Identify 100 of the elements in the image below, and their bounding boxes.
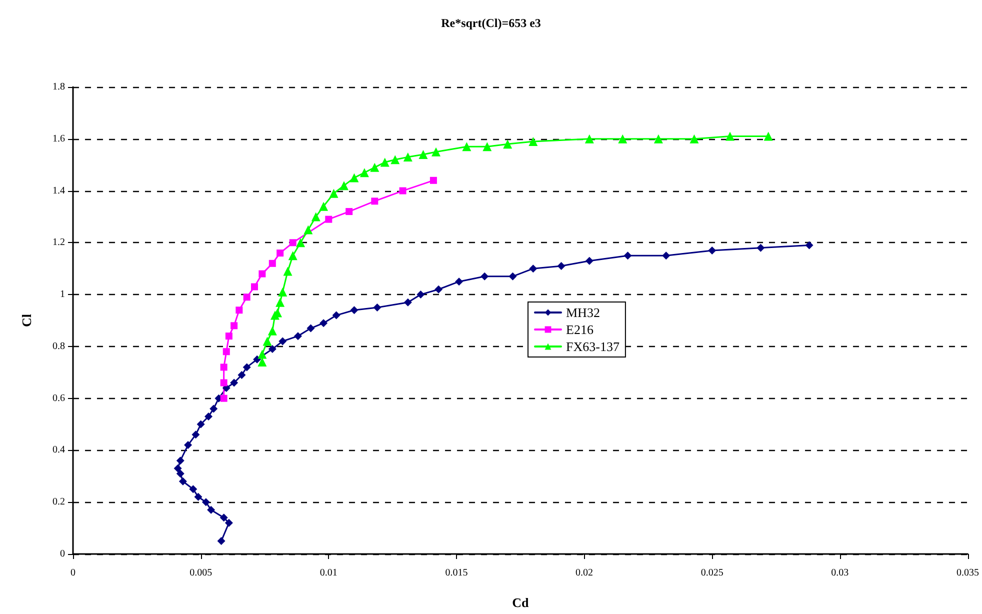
point [196, 420, 205, 428]
point [329, 188, 338, 198]
point [268, 345, 276, 354]
x-tick-label: 0 [70, 568, 76, 578]
point [380, 158, 390, 167]
y-tick-label: 1.4 [52, 185, 65, 196]
point [230, 378, 238, 387]
y-tick-label: 0.4 [52, 444, 65, 456]
chart-title: Re*sqrt(Cl)=653 e3 [441, 16, 541, 30]
point [350, 173, 359, 182]
point [288, 251, 298, 260]
point [708, 246, 716, 254]
point [432, 147, 441, 156]
point [416, 290, 425, 299]
point [258, 358, 267, 367]
x-tick-label: 0.025 [700, 568, 724, 578]
point [189, 485, 198, 494]
legend-label: E216 [566, 322, 594, 337]
point [360, 168, 369, 178]
point [585, 256, 594, 265]
x-tick-label: 0.035 [956, 568, 979, 578]
point [276, 298, 285, 307]
point [434, 285, 443, 294]
point [662, 252, 670, 260]
point [220, 394, 228, 402]
legend-label: MH32 [566, 305, 600, 320]
y-tick-label: 1.8 [52, 82, 65, 92]
point [220, 514, 228, 522]
point [262, 336, 272, 346]
x-tick-label: 0.03 [831, 568, 849, 578]
point [455, 278, 464, 286]
point [278, 337, 287, 346]
point [325, 216, 332, 223]
point [508, 272, 517, 280]
point [528, 136, 538, 146]
point [350, 306, 358, 314]
point [805, 241, 814, 250]
point [192, 430, 200, 439]
point [756, 244, 765, 252]
point [371, 198, 378, 205]
y-tick-label: 0.8 [52, 340, 65, 352]
point [557, 262, 566, 270]
point [430, 176, 437, 184]
point [654, 134, 663, 144]
point [690, 134, 699, 144]
point [529, 264, 538, 273]
point [332, 311, 340, 320]
point [618, 134, 628, 144]
point [194, 492, 202, 501]
point [258, 350, 267, 359]
y-tick-label: 0.2 [52, 496, 65, 508]
point [764, 132, 773, 141]
point [176, 470, 184, 478]
point [224, 518, 233, 527]
point [503, 140, 512, 149]
x-tick-label: 0.02 [576, 568, 594, 578]
point [253, 355, 262, 364]
point [418, 150, 428, 159]
point [178, 477, 187, 486]
point [306, 324, 315, 332]
point [184, 441, 192, 450]
point [176, 456, 184, 465]
point [399, 187, 406, 194]
point [283, 266, 292, 276]
point [174, 464, 182, 472]
point [258, 270, 266, 278]
point [276, 250, 284, 257]
point [482, 142, 492, 152]
point [319, 202, 328, 211]
point [217, 537, 226, 546]
point [222, 348, 230, 356]
point [236, 306, 243, 314]
point [268, 260, 276, 267]
y-axis-title: Cl [19, 314, 34, 327]
point [311, 212, 320, 222]
y-tick-label: 1.6 [52, 133, 65, 144]
point [220, 364, 228, 371]
point [462, 142, 472, 152]
point [584, 134, 594, 144]
point [296, 238, 306, 248]
point [339, 181, 348, 190]
point [320, 319, 328, 328]
point [210, 404, 218, 413]
point [230, 322, 238, 330]
point [390, 155, 400, 164]
point [268, 326, 277, 336]
point [278, 287, 288, 296]
y-tick-label: 1.2 [52, 237, 65, 248]
y-tick-label: 0 [60, 548, 65, 560]
point [304, 225, 313, 234]
point [225, 332, 232, 340]
point [242, 363, 251, 372]
point [202, 498, 210, 506]
point [294, 332, 302, 340]
point [289, 239, 296, 246]
point [251, 283, 258, 290]
point [404, 298, 412, 306]
x-tick-label: 0.005 [190, 568, 212, 578]
x-axis-title: Cd [512, 595, 530, 610]
y-tick-label: 1 [60, 289, 65, 300]
